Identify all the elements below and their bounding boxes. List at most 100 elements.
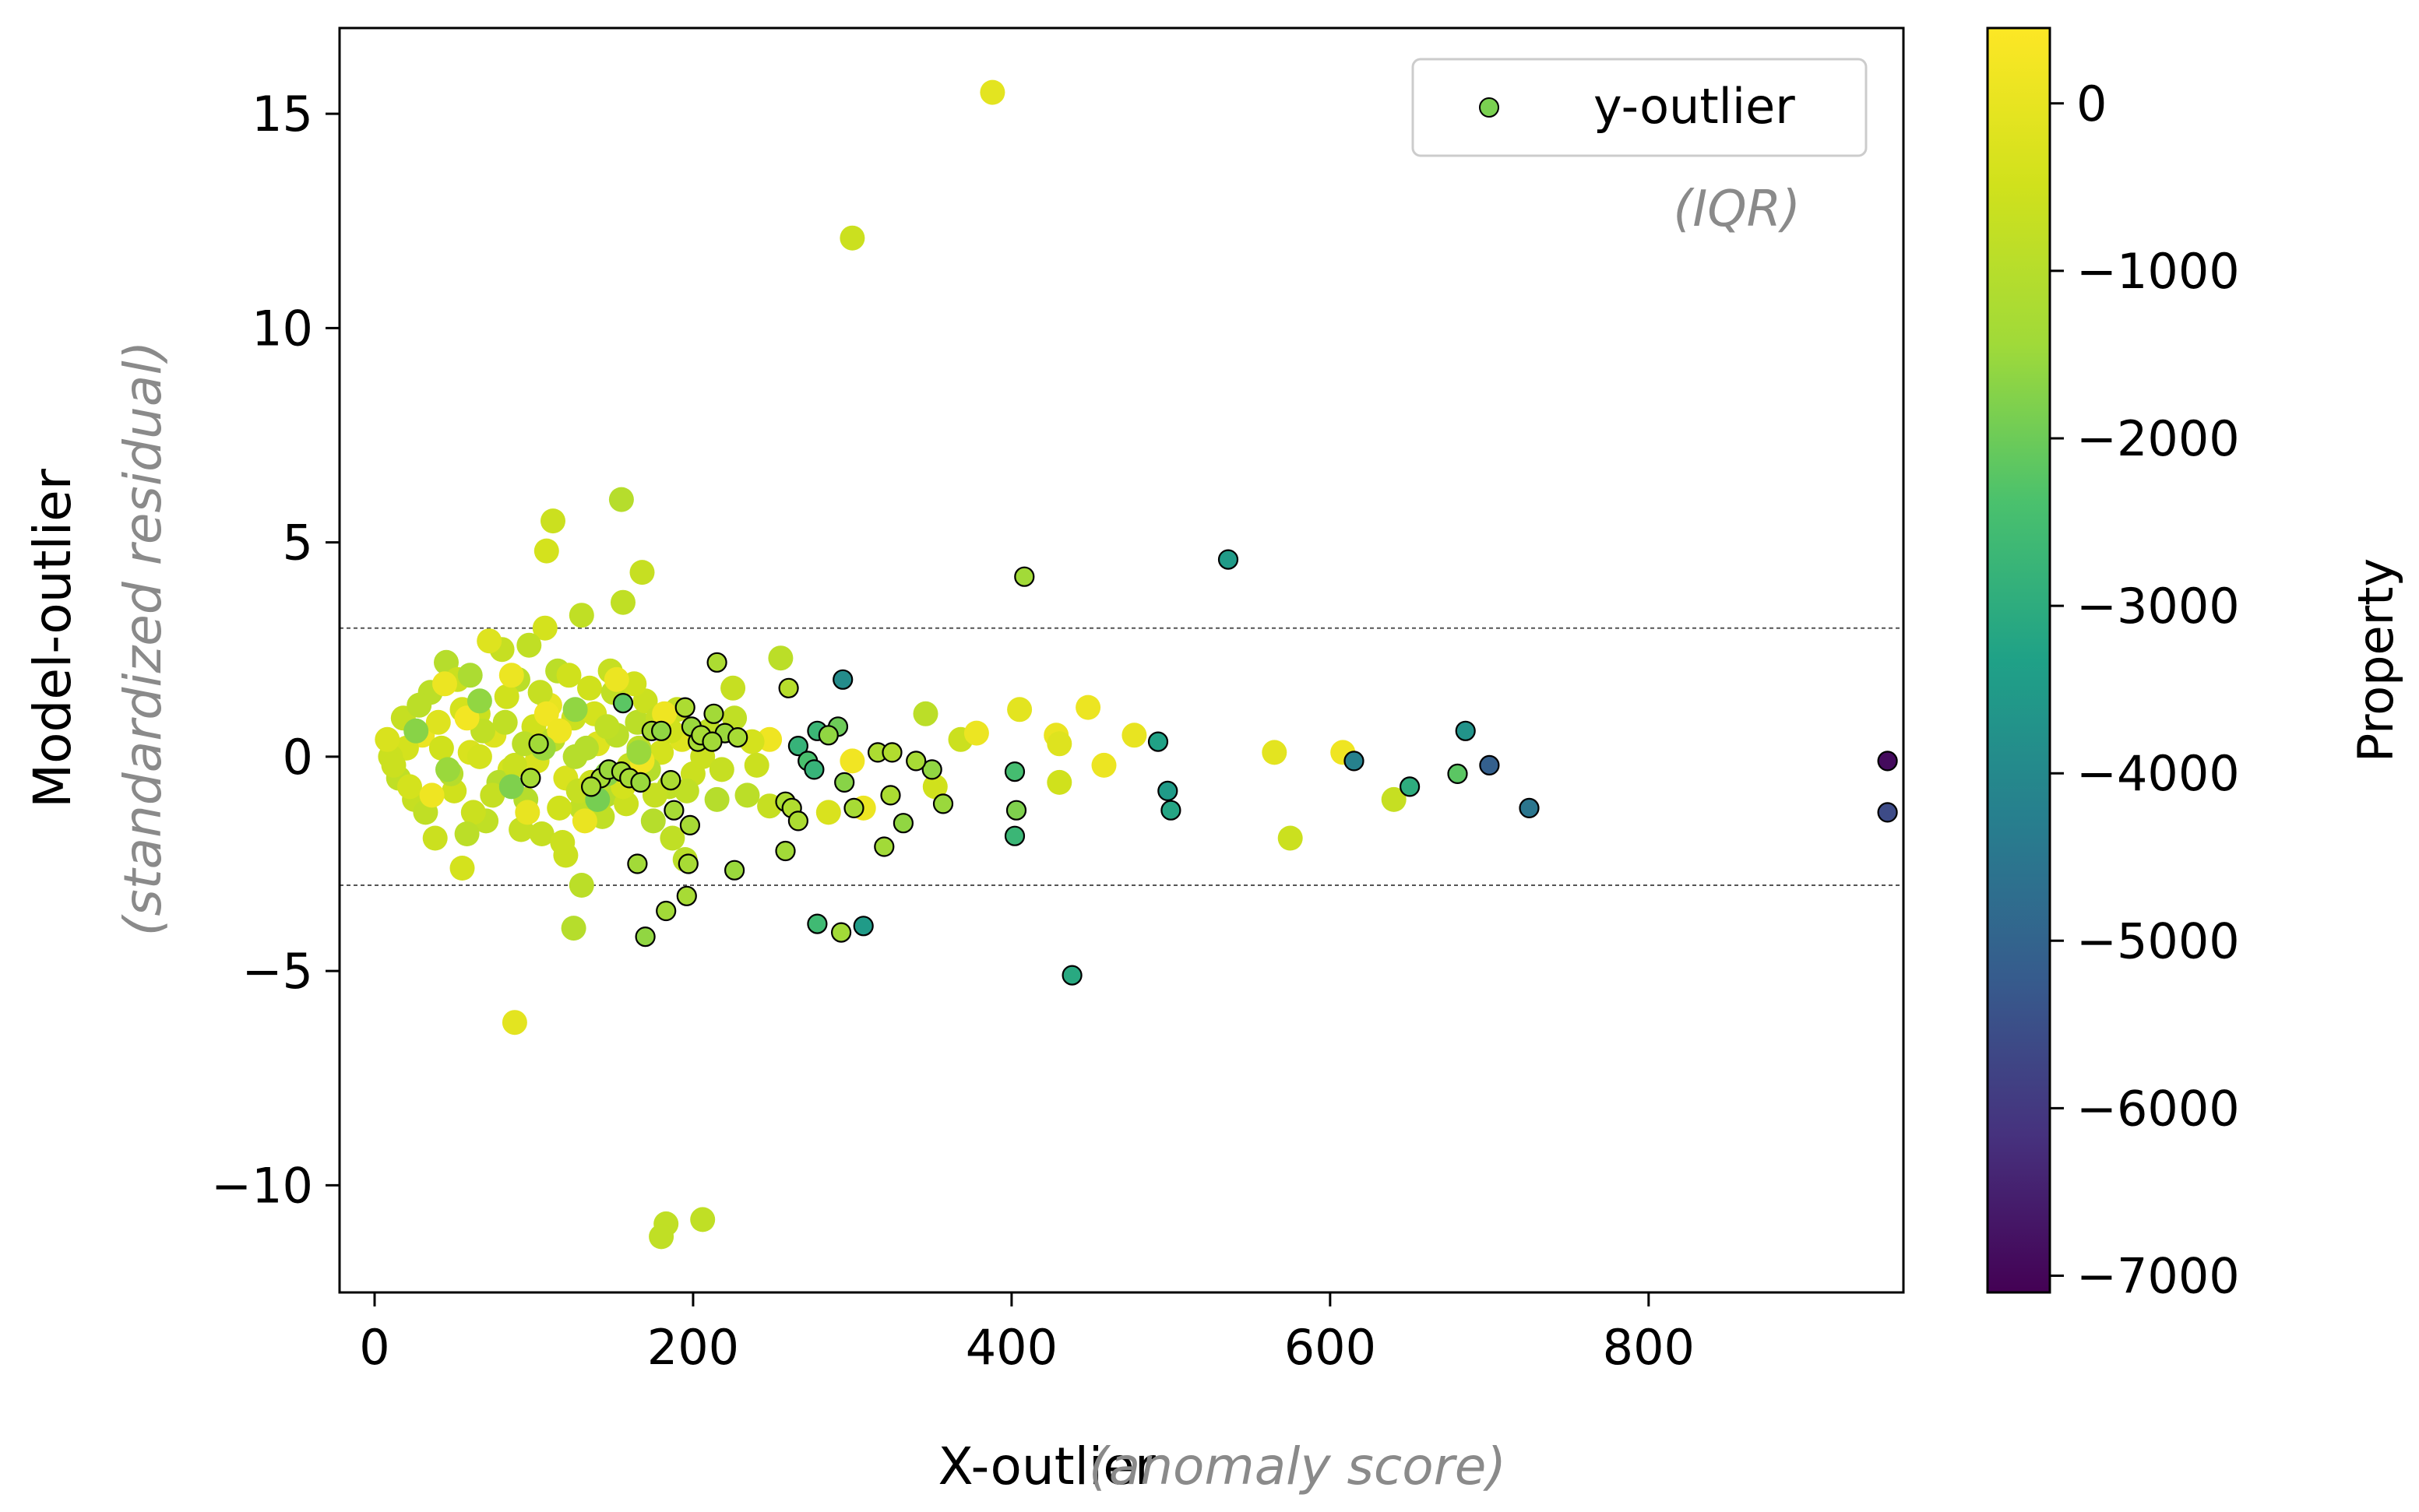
outlier-point xyxy=(656,900,677,922)
outlier-point xyxy=(1877,751,1898,772)
outlier-point xyxy=(804,759,825,780)
outlier-point xyxy=(1004,825,1026,846)
outlier-point xyxy=(612,692,634,714)
x-tick-label: 800 xyxy=(1603,1319,1695,1376)
data-point xyxy=(547,795,572,821)
colorbar-tick-label: −1000 xyxy=(2076,243,2240,300)
outlier-point xyxy=(674,697,695,718)
colorbar-tick-label: 0 xyxy=(2076,76,2107,132)
data-point xyxy=(502,752,527,778)
data-point xyxy=(467,744,492,769)
data-point xyxy=(734,782,760,808)
y-tick-label: 5 xyxy=(283,515,313,571)
outlier-point xyxy=(1217,549,1239,570)
data-point xyxy=(840,748,865,774)
outlier-point xyxy=(706,652,727,673)
data-point xyxy=(980,79,1005,105)
data-point xyxy=(709,757,734,782)
scatter-points xyxy=(375,79,1898,1250)
data-point xyxy=(425,709,451,735)
legend-label: y-outlier xyxy=(1593,78,1795,135)
outlier-point xyxy=(630,772,651,793)
data-point xyxy=(467,688,492,714)
data-point xyxy=(449,856,475,881)
data-point xyxy=(502,1010,527,1036)
outlier-point xyxy=(1005,800,1027,821)
data-point xyxy=(512,731,537,757)
data-point xyxy=(403,718,429,744)
data-point xyxy=(963,720,989,746)
outlier-point xyxy=(528,733,549,754)
data-point xyxy=(1121,723,1147,748)
outlier-point xyxy=(678,853,699,874)
x-tick-label: 0 xyxy=(359,1319,389,1376)
data-point xyxy=(460,800,486,825)
data-point xyxy=(1262,740,1287,765)
plot-frame xyxy=(338,26,1905,1294)
data-point xyxy=(547,718,572,744)
outlier-point xyxy=(635,926,656,948)
outlier-point xyxy=(703,703,724,724)
data-point xyxy=(422,825,448,851)
colorbar: 0 −1000 −2000 −3000 −4000 −5000 −6000 −7000 Pro… xyxy=(1986,26,2404,1304)
colorbar-tick-label: −2000 xyxy=(2076,410,2240,467)
data-point xyxy=(642,782,667,808)
data-point xyxy=(594,714,620,740)
data-point xyxy=(435,757,460,782)
outlier-point xyxy=(874,836,895,857)
data-point xyxy=(913,701,938,726)
data-point xyxy=(533,701,559,726)
data-point xyxy=(533,538,559,564)
data-point xyxy=(626,740,652,765)
data-point xyxy=(569,873,594,898)
data-point xyxy=(375,726,400,752)
outlier-point xyxy=(664,800,685,821)
outlier-point xyxy=(660,769,681,791)
outlier-point xyxy=(833,669,854,690)
data-point xyxy=(608,487,634,512)
data-point xyxy=(562,744,588,769)
data-point xyxy=(494,684,519,709)
outlier-point xyxy=(921,759,942,780)
outlier-point xyxy=(676,885,697,906)
outlier-point xyxy=(834,772,855,793)
data-point xyxy=(569,603,594,628)
outlier-point xyxy=(893,813,914,834)
outlier-point xyxy=(1877,802,1898,823)
outlier-point xyxy=(906,751,927,772)
data-point xyxy=(397,774,422,800)
colorbar-tick-label: −4000 xyxy=(2076,745,2240,802)
x-axis-label-note: (anomaly score) xyxy=(1089,1436,1506,1496)
outlier-point xyxy=(1147,731,1169,752)
data-point xyxy=(540,508,565,534)
data-point xyxy=(720,675,746,701)
outlier-point xyxy=(1160,800,1181,821)
outlier-point xyxy=(880,785,901,806)
legend-box xyxy=(1411,58,1868,157)
legend-note: (IQR) xyxy=(1673,181,1801,238)
colorbar-tick-label: −7000 xyxy=(2076,1247,2240,1304)
y-axis-label-note: (standardized residual) xyxy=(113,341,173,937)
data-point xyxy=(768,645,794,671)
outlier-point xyxy=(775,840,796,862)
data-point xyxy=(419,782,445,808)
data-point xyxy=(1047,769,1072,795)
outlier-point xyxy=(1004,761,1026,782)
outlier-point xyxy=(1447,763,1468,785)
y-tick-label: −10 xyxy=(211,1157,313,1214)
data-point xyxy=(649,740,674,765)
data-point xyxy=(454,821,480,846)
outlier-point xyxy=(1157,780,1178,802)
data-point xyxy=(1047,731,1072,757)
data-point xyxy=(529,821,555,846)
data-point xyxy=(556,663,582,688)
data-point xyxy=(611,589,636,615)
outlier-point xyxy=(1519,797,1540,819)
data-point xyxy=(381,752,407,778)
y-tick-label: 0 xyxy=(283,729,313,786)
outlier-point xyxy=(1455,720,1476,741)
outlier-point xyxy=(853,916,874,937)
data-point xyxy=(690,1207,716,1232)
outlier-point xyxy=(679,814,701,836)
data-point xyxy=(492,709,518,735)
